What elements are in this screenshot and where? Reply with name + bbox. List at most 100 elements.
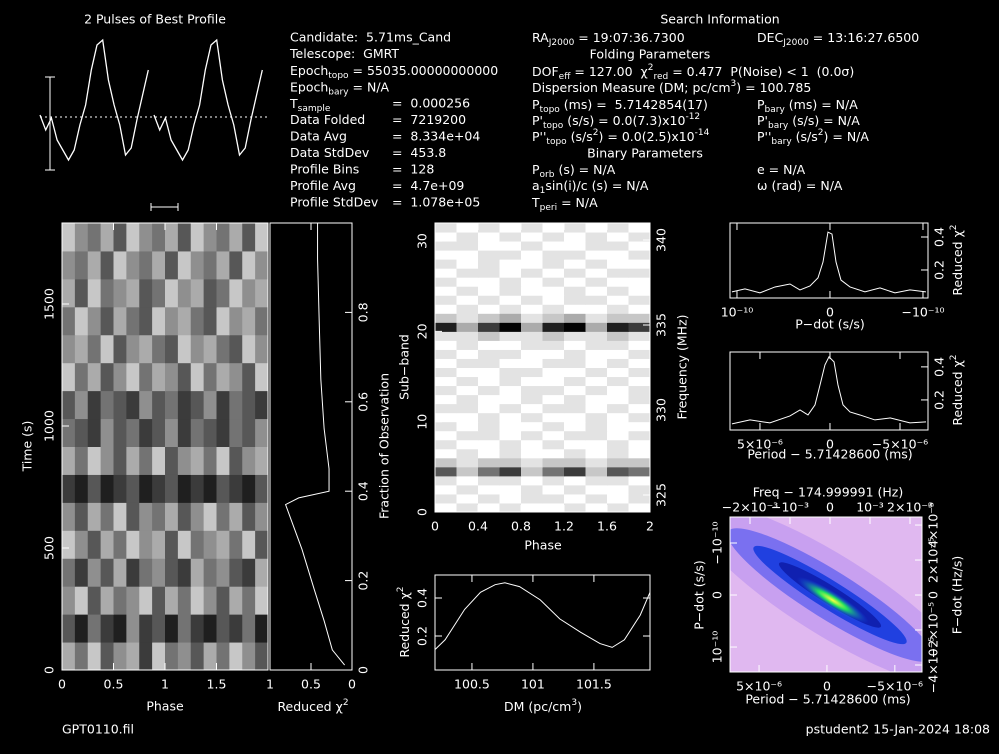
heat-cell: [113, 614, 127, 643]
heat-cell: [456, 340, 479, 350]
binary-param: Porb (s) = N/A: [532, 162, 616, 180]
heat-cell: [478, 304, 500, 314]
heat-cell: [62, 614, 76, 643]
heat-cell: [435, 232, 457, 242]
heat-cell: [585, 259, 608, 269]
heat-cell: [113, 586, 127, 615]
heat-cell: [87, 586, 102, 615]
heat-cell: [152, 278, 166, 308]
heat-cell: [190, 446, 205, 475]
heat-cell: [521, 394, 543, 405]
heat-cell: [100, 446, 114, 475]
heat-cell: [607, 277, 629, 287]
text-part: topo: [540, 105, 561, 115]
text-part: topo: [546, 137, 567, 147]
heat-cell: [456, 493, 479, 504]
heat-cell: [478, 394, 500, 405]
heat-cell: [456, 358, 479, 368]
heat-cell: [456, 439, 479, 450]
heat-cell: [521, 268, 543, 278]
x-tick-label: 5×10⁻⁶: [737, 437, 783, 452]
text-part: Epoch: [290, 79, 328, 94]
heat-cell: [478, 268, 500, 278]
heat-cell: [478, 421, 500, 432]
heat-cell: [113, 306, 127, 336]
heat-cell: [456, 421, 479, 432]
heat-cell: [607, 484, 629, 495]
text-part: 2: [343, 698, 349, 708]
heat-cell: [628, 358, 651, 368]
heat-cell: [74, 250, 89, 280]
heat-cell: [521, 241, 543, 251]
heat-cell: [585, 313, 608, 323]
heat-cell: [435, 241, 457, 251]
text-part: J2000: [548, 38, 575, 48]
heat-cell: [165, 502, 179, 531]
text-part: = 127.00 χ: [570, 64, 647, 79]
y2-tick-label: 0.4: [356, 481, 371, 501]
heat-cell: [165, 642, 179, 671]
info-value: = 7219200: [392, 112, 466, 127]
heat-cell: [521, 448, 543, 459]
heat-cell: [456, 412, 479, 423]
heat-cell: [499, 502, 522, 513]
heat-cell: [74, 586, 89, 615]
heat-cell: [542, 421, 565, 432]
folding-param: P''topo (s/s2) = 0.0(2.5)x10-14: [532, 128, 710, 147]
heat-cell: [113, 418, 127, 447]
heat-cell: [585, 475, 608, 486]
heat-cell: [607, 430, 629, 441]
heat-cell: [152, 502, 166, 531]
heat-cell: [542, 331, 565, 341]
heat-cell: [499, 448, 522, 459]
heat-cell: [242, 390, 256, 420]
heat-cell: [521, 439, 543, 450]
heat-cell: [190, 642, 205, 671]
heat-cell: [499, 286, 522, 296]
heat-cell: [585, 268, 608, 278]
heat-cell: [499, 421, 522, 432]
heat-cell: [87, 334, 102, 364]
heat-cell: [203, 418, 217, 447]
heat-cell: [564, 448, 586, 459]
text-part: 2: [949, 354, 959, 360]
heat-cell: [628, 493, 651, 504]
heat-cell: [242, 306, 256, 336]
heat-cell: [165, 474, 179, 503]
heat-cell: [585, 367, 608, 378]
heat-cell: [177, 586, 192, 615]
heat-cell: [499, 484, 522, 495]
heat-cell: [216, 558, 230, 587]
heat-cell: [100, 250, 114, 280]
heat-cell: [456, 466, 479, 477]
heat-cell: [499, 241, 522, 251]
heat-cell: [74, 642, 89, 671]
heat-cell: [139, 418, 153, 447]
heat-cell: [607, 385, 629, 396]
heat-cell: [152, 614, 166, 643]
heat-cell: [456, 304, 479, 314]
heat-cell: [521, 367, 543, 378]
heat-cell: [229, 250, 243, 280]
folding-param: P'topo (s/s) = 0.0(7.3)x10-12: [532, 112, 700, 131]
heat-cell: [190, 223, 205, 252]
text-part: P: [757, 97, 765, 112]
heat-cell: [542, 448, 565, 459]
x-axis-label: Phase: [524, 538, 562, 553]
heat-cell: [585, 349, 608, 359]
heat-cell: [74, 530, 89, 559]
heat-cell: [564, 322, 586, 332]
heat-cell: [87, 530, 102, 559]
heat-cell: [435, 394, 457, 405]
heat-cell: [478, 223, 500, 233]
y-tick-label: 0: [42, 666, 57, 674]
heat-cell: [542, 457, 565, 468]
heat-cell: [435, 322, 457, 332]
heat-cell: [478, 376, 500, 387]
heat-cell: [456, 241, 479, 251]
heat-cell: [126, 614, 140, 643]
heat-cell: [435, 304, 457, 314]
text-part: a: [532, 178, 540, 193]
heat-cell: [499, 412, 522, 423]
heat-cell: [229, 362, 243, 392]
